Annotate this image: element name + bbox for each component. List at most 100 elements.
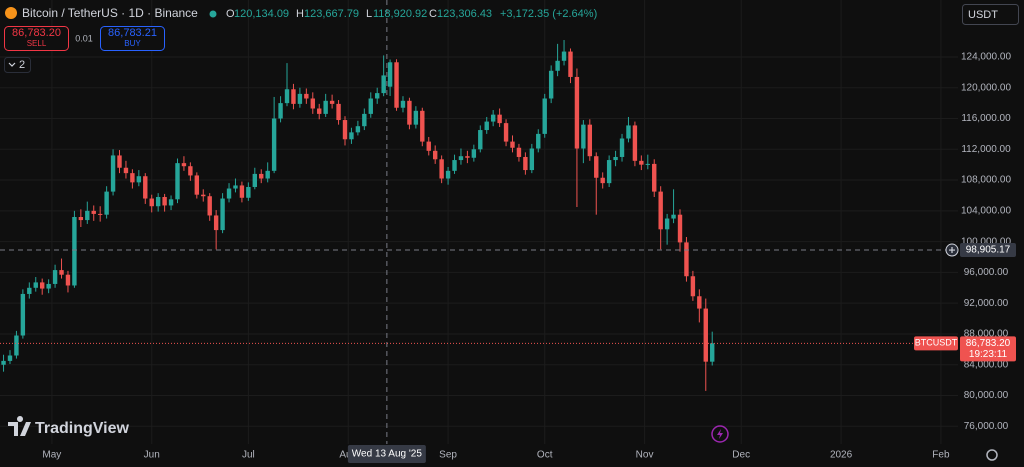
settings-icon[interactable] [986, 449, 998, 461]
candle-body [368, 98, 373, 114]
candle-body [581, 124, 586, 149]
candle-body [671, 214, 676, 219]
x-tick-label: May [42, 450, 61, 461]
candle-body [155, 196, 161, 207]
candle-body [349, 132, 354, 140]
candle-body [284, 89, 290, 104]
logo-mark [8, 415, 31, 436]
candle-body [7, 355, 13, 361]
candle-body [587, 124, 593, 157]
candle-body [510, 141, 515, 148]
candle-body [59, 270, 64, 275]
candle-body [568, 51, 573, 77]
candle-body [329, 100, 335, 104]
candle-body [323, 100, 328, 114]
candle-body [162, 196, 167, 206]
ohlc-value: 123,306.43 [437, 8, 492, 20]
candle-body [226, 188, 232, 199]
candle-body [342, 120, 348, 140]
ohlc-label: O [226, 8, 235, 20]
candle-body [149, 198, 154, 207]
sell-button[interactable] [4, 26, 69, 51]
candle-body [458, 156, 464, 161]
candle-body [516, 147, 522, 157]
candle-body [46, 283, 51, 289]
y-tick-label: 104,000.00 [961, 205, 1011, 216]
candle-body [387, 62, 393, 87]
bolt [717, 429, 723, 439]
candle-body [394, 62, 399, 108]
candle-body [52, 270, 58, 284]
candle-body [710, 343, 715, 362]
candle-body [271, 118, 277, 171]
y-tick-label: 116,000.00 [961, 113, 1011, 124]
currency: USDT [968, 9, 998, 21]
y-tick-label: 120,000.00 [961, 82, 1011, 93]
candle-body [362, 113, 367, 127]
candle-body [561, 51, 567, 61]
spread: 0.01 [75, 33, 93, 43]
candle-body [97, 213, 103, 215]
candle-body [600, 177, 605, 184]
indicators-toggle[interactable] [4, 57, 31, 73]
logo: TradingView [8, 415, 130, 437]
candle-body [452, 160, 457, 171]
candle-body [78, 216, 84, 221]
x-tick-label: Jun [144, 450, 160, 461]
candle-body [703, 308, 708, 362]
sell-label: SELL [27, 39, 47, 48]
candle-body [497, 114, 502, 124]
currency-select[interactable] [962, 4, 1019, 25]
alert-icon[interactable] [711, 425, 729, 443]
candle-body [220, 198, 225, 231]
candle-body [690, 276, 696, 297]
ohlc-value: 120,134.09 [234, 8, 289, 20]
candle-body [252, 173, 258, 187]
y-tick-label: 96,000.00 [964, 267, 1009, 278]
buy-button[interactable] [100, 26, 165, 51]
candle-body [181, 163, 187, 167]
candle-body [14, 335, 19, 356]
candle-body [310, 98, 315, 109]
candle-body [143, 176, 148, 199]
symbol-title[interactable]: Bitcoin / TetherUS · 1D · Binance [22, 6, 198, 20]
x-tick-label: 2026 [830, 450, 853, 461]
candle-body [104, 191, 109, 215]
candle-body [439, 159, 444, 179]
candle-body [613, 156, 618, 161]
candle-body [407, 100, 412, 125]
y-tick-label: 92,000.00 [964, 298, 1009, 309]
candle-body [188, 166, 193, 176]
candle-body [677, 214, 683, 243]
symbol-label: BTCUSDT [915, 338, 958, 348]
candle-body [168, 199, 174, 206]
candle-body [375, 93, 380, 99]
candle-body [523, 156, 528, 171]
candle-body [548, 70, 554, 99]
candle-body [626, 125, 631, 139]
candle-body [304, 93, 309, 99]
candle-body [33, 282, 38, 288]
candle-body [697, 296, 702, 309]
crosshair-date-box [347, 445, 426, 463]
plus-icon [949, 247, 955, 254]
y-tick-label: 124,000.00 [961, 52, 1011, 63]
y-tick-label: 88,000.00 [964, 329, 1009, 340]
candle-body [117, 155, 122, 168]
ohlc-value: 118,920.92 [373, 8, 427, 20]
candle-body [265, 170, 270, 179]
candle-body [213, 215, 219, 231]
candle-body [246, 186, 251, 198]
candle-body [317, 108, 322, 114]
coin-icon [5, 7, 17, 19]
x-tick-label: Jul [242, 450, 255, 461]
candle-body [39, 282, 45, 289]
chevron-icon [8, 62, 16, 67]
last-price: 86,783.20 [966, 338, 1011, 349]
candle-body [420, 110, 425, 142]
candle-body [445, 170, 451, 179]
candle-body [91, 210, 96, 214]
